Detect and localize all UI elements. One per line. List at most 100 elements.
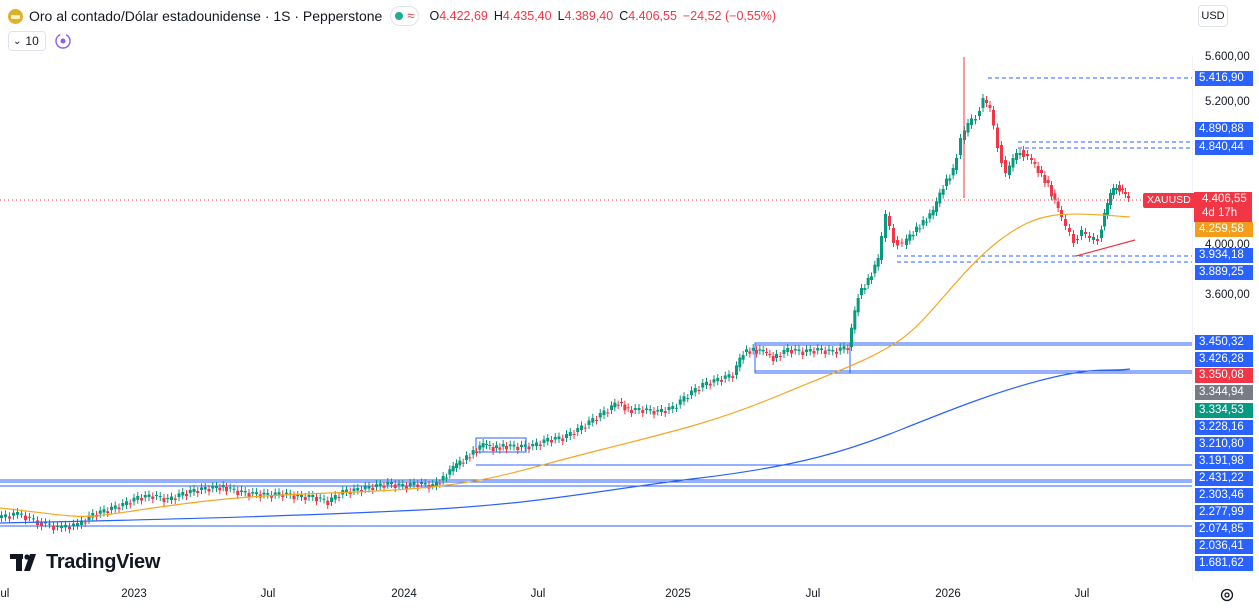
candle-body	[378, 483, 382, 487]
ma-long-line	[0, 368, 1131, 524]
ohlc-close: C4.406,55	[619, 9, 677, 23]
candle-body	[911, 235, 915, 237]
candle-body	[1103, 213, 1106, 227]
candle-body	[675, 407, 678, 409]
candle-body	[568, 432, 572, 436]
candle-body	[606, 412, 610, 414]
candle-body	[251, 492, 255, 494]
candle-body	[1046, 180, 1050, 183]
price-label: 4.840,44	[1195, 140, 1253, 155]
symbol-title[interactable]: Oro al contado/Dólar estadounidense · 1S…	[29, 8, 383, 24]
candle-body	[1008, 165, 1011, 175]
candle-body	[1080, 230, 1083, 236]
candle-body	[1112, 188, 1115, 195]
candle-body	[247, 493, 251, 497]
candle-body	[337, 497, 341, 498]
candle-body	[546, 438, 550, 442]
candle-body	[1124, 192, 1127, 194]
candle-body	[735, 365, 738, 375]
tradingview-logo-icon	[10, 553, 36, 571]
candle-body	[938, 192, 942, 204]
symbol-legend: Oro al contado/Dólar estadounidense · 1S…	[8, 6, 776, 26]
candle-body	[225, 487, 228, 492]
gear-icon[interactable]	[1219, 587, 1235, 603]
candle-body	[775, 354, 778, 358]
candle-body	[218, 487, 222, 491]
candle-body	[1026, 154, 1029, 156]
candle-body	[155, 495, 158, 496]
price-label: 3.228,16	[1195, 420, 1253, 435]
market-status-pill[interactable]: ≈	[390, 6, 420, 26]
candle-body	[935, 201, 938, 212]
candle-body	[416, 484, 420, 487]
candle-body	[72, 523, 75, 527]
candle-body	[475, 452, 478, 453]
tradingview-logo[interactable]: TradingView	[10, 551, 160, 574]
candle-body	[401, 484, 405, 486]
currency-selector[interactable]: USD	[1198, 5, 1228, 27]
candle-body	[981, 98, 985, 108]
candle-body	[630, 410, 633, 413]
candle-body	[598, 413, 602, 418]
candle-body	[925, 221, 928, 223]
candle-body	[455, 463, 458, 468]
candle-body	[1118, 185, 1121, 192]
candle-body	[481, 443, 485, 448]
candle-body	[790, 350, 793, 354]
indicators-collapse-button[interactable]: ⌄ 10	[8, 31, 46, 51]
candle-body	[143, 495, 147, 498]
candle-body	[1096, 239, 1099, 241]
candle-body	[1000, 145, 1003, 163]
candle-body	[835, 352, 838, 354]
candle-body	[140, 498, 143, 501]
candle-body	[896, 240, 899, 246]
candle-body	[905, 238, 908, 245]
market-open-dot-icon	[395, 12, 404, 20]
candle-body	[91, 513, 95, 518]
gold-coin-icon	[8, 8, 23, 24]
candle-body	[1043, 175, 1047, 183]
chart-header: Oro al contado/Dólar estadounidense · 1S…	[0, 0, 1259, 56]
candle-body	[125, 501, 128, 505]
candle-body	[1056, 201, 1060, 208]
candle-body	[831, 350, 835, 352]
candle-body	[181, 492, 185, 496]
candle-body	[678, 399, 682, 405]
candle-body	[908, 234, 912, 241]
price-label: 3.889,25	[1195, 265, 1253, 280]
candle-body	[393, 484, 397, 488]
candle-body	[461, 462, 465, 464]
candle-body	[633, 408, 637, 410]
candle-body	[1068, 228, 1071, 232]
candle-body	[458, 460, 462, 466]
time-axis[interactable]: Jul 2023 Jul 2024 Jul 2025 Jul 2026 Jul	[0, 581, 1192, 609]
candle-body	[76, 523, 79, 526]
candle-body	[356, 488, 360, 491]
candle-body	[915, 226, 918, 232]
candle-body	[738, 357, 742, 368]
candle-body	[1004, 160, 1007, 173]
candle-body	[330, 497, 333, 502]
candle-body	[333, 495, 337, 500]
candle-body	[1033, 162, 1037, 164]
candle-body	[682, 396, 686, 402]
candle-body	[1084, 232, 1087, 234]
candle-body	[386, 482, 390, 485]
candle-body	[215, 485, 218, 488]
candle-body	[200, 487, 203, 490]
candle-body	[974, 119, 977, 121]
candle-body	[771, 356, 775, 361]
refresh-icon[interactable]	[54, 32, 72, 50]
candle-body	[162, 498, 166, 502]
price-chart[interactable]	[0, 0, 1192, 581]
candle-body	[873, 264, 877, 274]
price-axis[interactable]: 5.600,00 5.200,00 4.000,00 3.600,00 5.41…	[1192, 51, 1259, 581]
candle-body	[508, 444, 512, 447]
candle-body	[32, 518, 35, 520]
time-tick: Jul	[530, 588, 546, 600]
candle-body	[741, 355, 745, 360]
candle-body	[686, 398, 690, 399]
candle-body	[270, 495, 273, 498]
candle-body	[408, 483, 412, 486]
